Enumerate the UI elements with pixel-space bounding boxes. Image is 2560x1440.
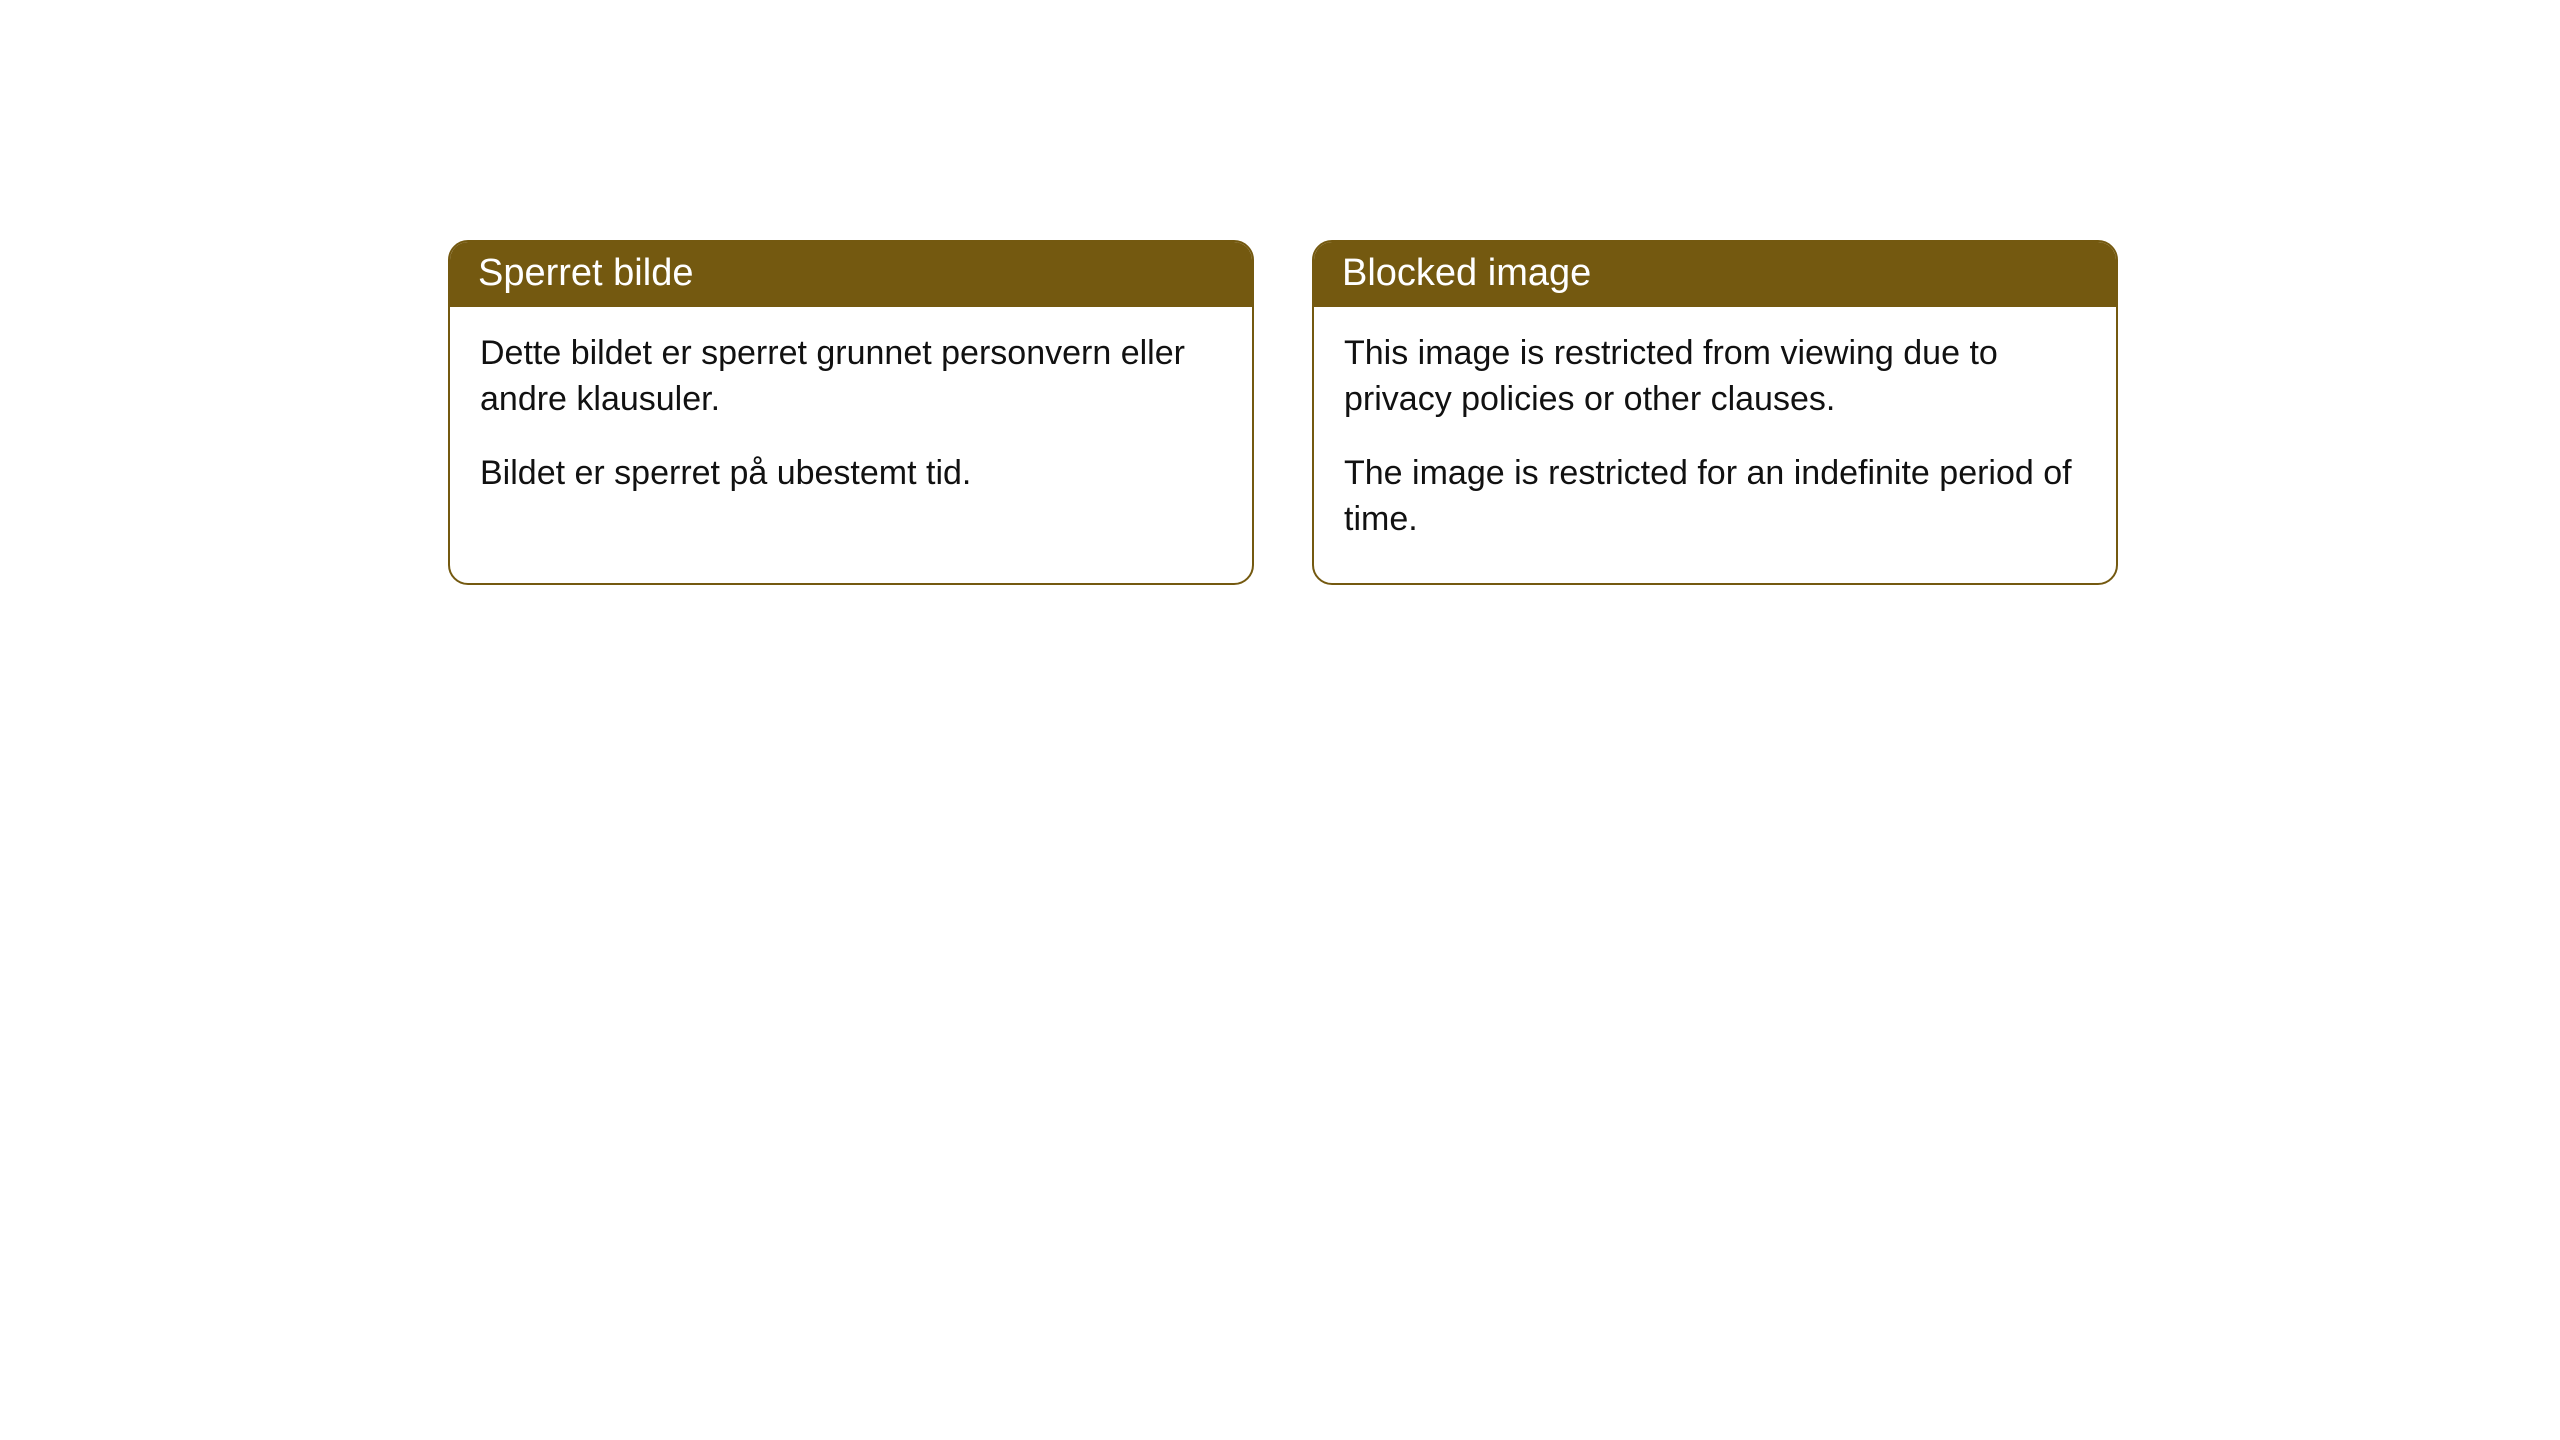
card-text-en-2: The image is restricted for an indefinit… [1344,451,2086,543]
card-body-no: Dette bildet er sperret grunnet personve… [450,307,1252,537]
card-text-en-1: This image is restricted from viewing du… [1344,331,2086,423]
card-header-en: Blocked image [1314,242,2116,307]
blocked-image-card-no: Sperret bilde Dette bildet er sperret gr… [448,240,1254,585]
card-text-no-1: Dette bildet er sperret grunnet personve… [480,331,1222,423]
cards-container: Sperret bilde Dette bildet er sperret gr… [0,0,2560,585]
blocked-image-card-en: Blocked image This image is restricted f… [1312,240,2118,585]
card-text-no-2: Bildet er sperret på ubestemt tid. [480,451,1222,497]
card-body-en: This image is restricted from viewing du… [1314,307,2116,583]
card-header-no: Sperret bilde [450,242,1252,307]
